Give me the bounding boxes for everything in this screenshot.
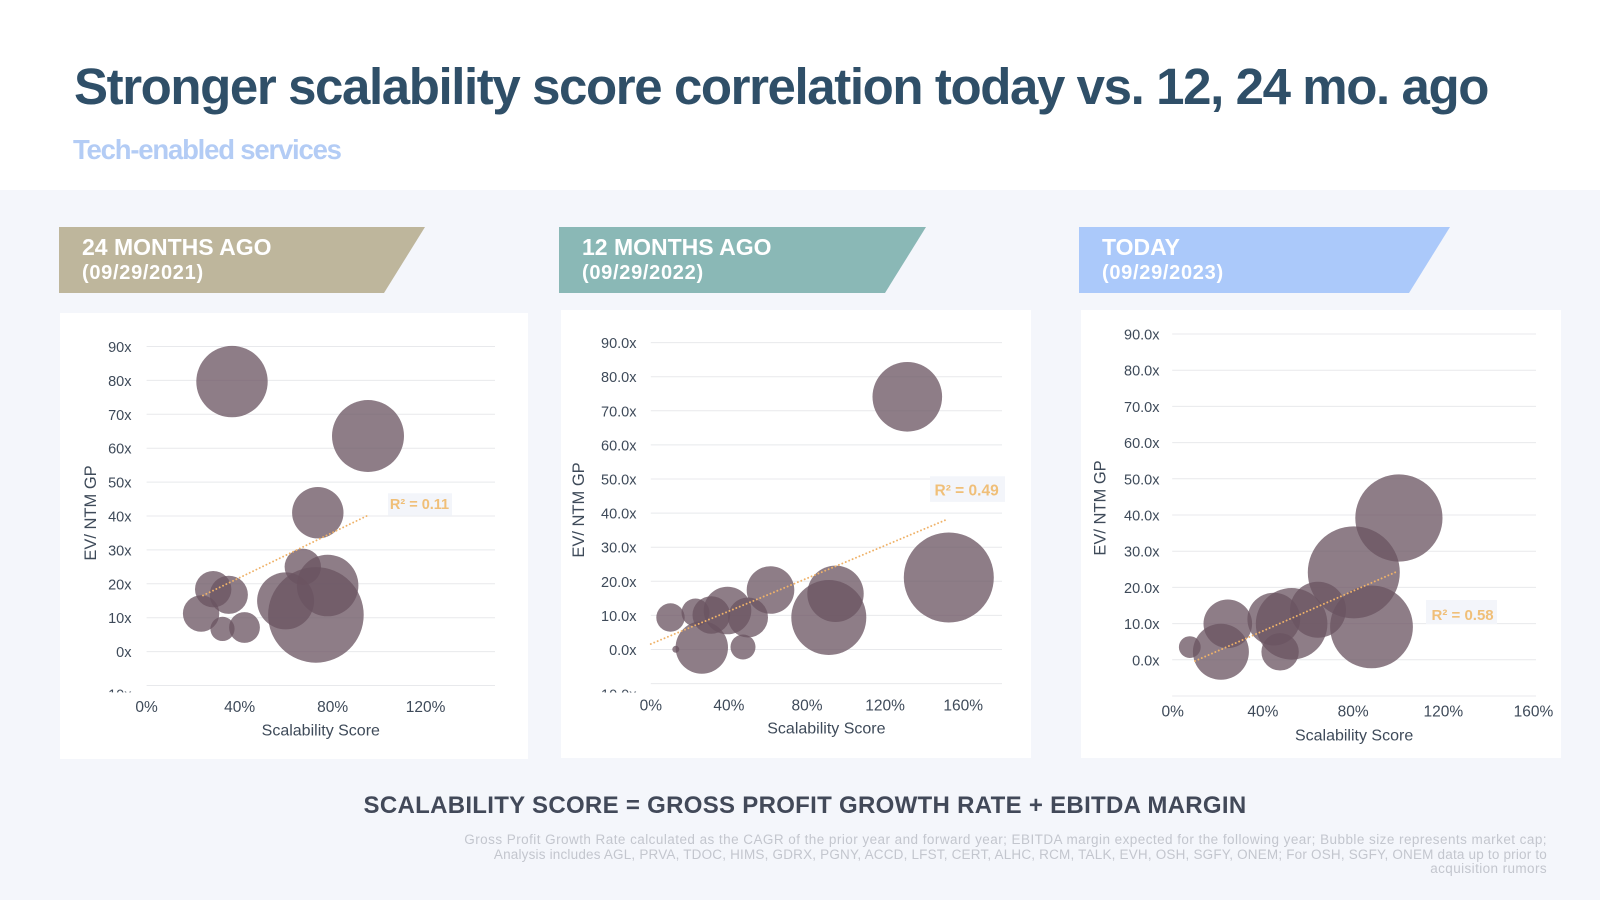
svg-text:0%: 0% (1161, 704, 1184, 721)
svg-text:-10x: -10x (103, 688, 132, 704)
svg-text:Scalability Score: Scalability Score (1295, 728, 1413, 745)
svg-text:120%: 120% (865, 698, 905, 715)
svg-text:70.0x: 70.0x (601, 404, 637, 420)
svg-text:30.0x: 30.0x (601, 541, 637, 557)
svg-text:0.0x: 0.0x (609, 643, 637, 659)
svg-text:80.0x: 80.0x (601, 370, 637, 386)
svg-text:50x: 50x (108, 476, 132, 492)
svg-text:20.0x: 20.0x (601, 575, 637, 591)
svg-text:20x: 20x (108, 577, 132, 593)
svg-text:80%: 80% (317, 699, 348, 716)
svg-text:70.0x: 70.0x (1124, 400, 1160, 416)
svg-text:40%: 40% (1247, 704, 1278, 721)
svg-text:40.0x: 40.0x (1124, 509, 1160, 525)
svg-text:90.0x: 90.0x (601, 336, 637, 352)
svg-text:90.0x: 90.0x (1124, 328, 1160, 344)
svg-text:0x: 0x (116, 645, 132, 661)
svg-text:120%: 120% (1423, 704, 1463, 721)
svg-text:20.0x: 20.0x (1124, 581, 1160, 597)
svg-text:80.0x: 80.0x (1124, 364, 1160, 380)
svg-text:30.0x: 30.0x (1124, 545, 1160, 561)
svg-text:30x: 30x (108, 543, 132, 559)
svg-text:50.0x: 50.0x (601, 473, 637, 489)
svg-text:80x: 80x (108, 374, 132, 390)
svg-text:70x: 70x (108, 408, 132, 424)
svg-text:60.0x: 60.0x (1124, 436, 1160, 452)
svg-text:R² = 0.49: R² = 0.49 (935, 482, 1000, 499)
svg-text:160%: 160% (943, 698, 983, 715)
svg-text:EV/ NTM GP: EV/ NTM GP (82, 465, 100, 560)
svg-text:160%: 160% (1514, 704, 1554, 721)
svg-text:EV/ NTM GP: EV/ NTM GP (1092, 460, 1110, 555)
svg-text:80%: 80% (791, 698, 822, 715)
svg-text:-10.0x: -10.0x (596, 687, 637, 703)
svg-text:R² = 0.11: R² = 0.11 (390, 497, 449, 513)
svg-text:50.0x: 50.0x (1124, 472, 1160, 488)
svg-text:80%: 80% (1338, 704, 1369, 721)
svg-text:Scalability Score: Scalability Score (767, 721, 885, 738)
svg-text:60.0x: 60.0x (601, 438, 637, 454)
svg-text:90x: 90x (108, 340, 132, 356)
svg-text:60x: 60x (108, 442, 132, 458)
svg-text:Scalability Score: Scalability Score (262, 723, 380, 740)
svg-text:0%: 0% (135, 699, 158, 716)
svg-text:0%: 0% (640, 698, 663, 715)
svg-text:40x: 40x (108, 510, 132, 526)
svg-text:40%: 40% (713, 698, 744, 715)
svg-text:10.0x: 10.0x (1124, 617, 1160, 633)
svg-text:R² = 0.58: R² = 0.58 (1432, 607, 1494, 624)
svg-text:40.0x: 40.0x (601, 507, 637, 523)
svg-text:10.0x: 10.0x (601, 609, 637, 625)
svg-text:10x: 10x (108, 611, 132, 627)
svg-text:40%: 40% (224, 699, 255, 716)
svg-text:EV/ NTM GP: EV/ NTM GP (570, 462, 588, 557)
svg-text:0.0x: 0.0x (1132, 653, 1160, 669)
svg-text:120%: 120% (406, 699, 446, 716)
